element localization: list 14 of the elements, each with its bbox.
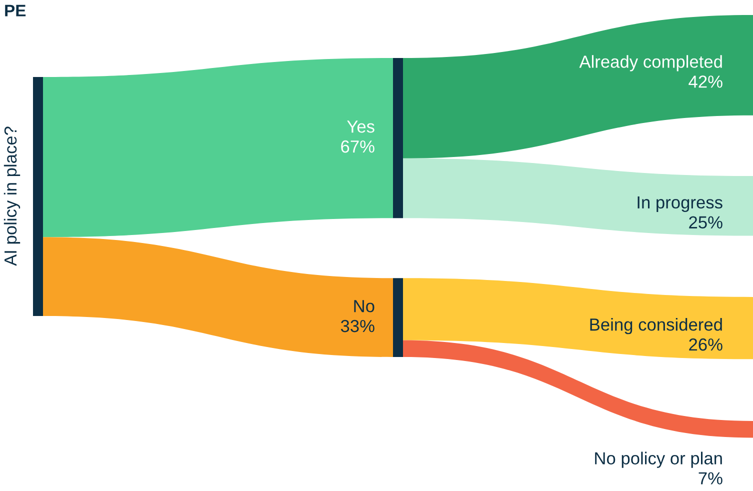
data-label: 25% <box>689 216 722 229</box>
text: AI policy in place? <box>4 126 20 266</box>
data-label: 7% <box>698 472 722 484</box>
data-label: 42% <box>688 76 722 88</box>
data-label: 33% <box>340 320 374 332</box>
data-label: 26% <box>689 338 722 351</box>
text: PE <box>5 4 26 16</box>
data-label: 67% <box>341 140 374 153</box>
category-label: Being considered <box>590 318 722 334</box>
category-label: Already completed <box>579 55 722 72</box>
category-label: Yes <box>347 120 374 133</box>
category-label: In progress <box>638 196 722 212</box>
category-label: No policy or plan <box>595 452 722 468</box>
category-label: No <box>354 300 374 312</box>
